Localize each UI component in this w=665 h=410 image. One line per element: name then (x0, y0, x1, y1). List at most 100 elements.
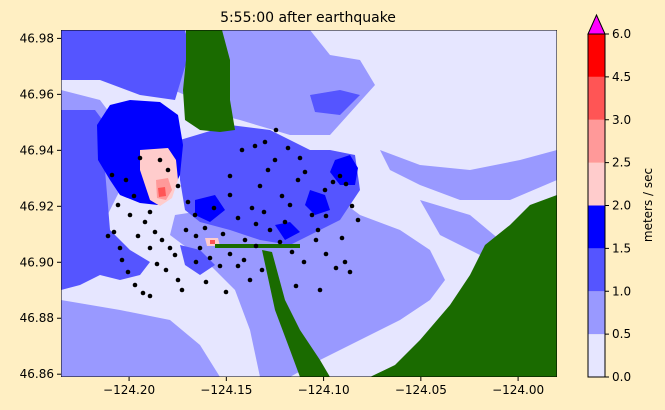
drift-marker (277, 239, 283, 245)
colorbar-segment (588, 205, 605, 249)
drift-marker (239, 147, 245, 153)
drift-marker (261, 209, 267, 215)
speed-band-3.0-4.5 (158, 187, 215, 244)
colorbar-tick-label: 1.5 (612, 241, 631, 255)
colorbar-extend-arrow (587, 13, 606, 35)
colorbar-segment (588, 291, 605, 335)
colorbar-segment (588, 76, 605, 120)
drift-marker (333, 265, 339, 271)
y-tick-label: 46.86 (20, 367, 54, 381)
drift-marker (220, 231, 226, 237)
colorbar: 0.0 0.5 1.0 1.5 2.0 2.5 3.0 4.5 6.0 (587, 13, 631, 384)
drift-marker (301, 259, 307, 265)
drift-marker (265, 167, 271, 173)
x-axis: −124.20 −124.15 −124.10 −124.05 −124.00 (103, 377, 544, 397)
drift-marker (125, 269, 131, 275)
colorbar-segment (588, 119, 605, 163)
land-southeast-hills (370, 195, 557, 377)
plot-area (61, 30, 557, 377)
colorbar-tick-label: 4.5 (612, 70, 631, 84)
land-north-peninsula (183, 30, 235, 132)
drift-marker (175, 277, 181, 283)
drift-marker (235, 215, 241, 221)
drift-marker (154, 261, 160, 267)
drift-marker (192, 212, 198, 218)
x-tick-label: −124.20 (103, 383, 155, 397)
y-tick-label: 46.98 (20, 31, 54, 45)
drift-marker (142, 219, 148, 225)
drift-marker (242, 237, 248, 243)
drift-marker (259, 267, 265, 273)
drift-marker (342, 259, 348, 265)
drift-marker (105, 233, 111, 239)
drift-marker (111, 229, 117, 235)
drift-marker (175, 183, 181, 189)
drift-marker (202, 225, 208, 231)
drift-marker (330, 179, 336, 185)
drift-marker (249, 205, 255, 211)
colorbar-tick-label: 0.0 (612, 370, 631, 384)
y-tick-label: 46.94 (20, 143, 54, 157)
drift-marker (235, 263, 241, 269)
drift-marker (315, 227, 321, 233)
y-tick-label: 46.88 (20, 311, 54, 325)
drift-marker (253, 243, 259, 249)
drift-marker (349, 203, 355, 209)
drift-marker (183, 227, 189, 233)
drift-marker (302, 169, 308, 175)
drift-marker (167, 245, 173, 251)
x-tick-label: −124.05 (395, 383, 447, 397)
drift-marker (123, 177, 129, 183)
colorbar-segment (588, 162, 605, 206)
drift-marker (119, 257, 125, 263)
drift-marker (109, 172, 115, 178)
drift-marker (293, 283, 299, 289)
drift-marker (127, 212, 133, 218)
drift-marker (347, 269, 353, 275)
drift-marker (262, 139, 268, 145)
drift-marker (137, 155, 143, 161)
colorbar-tick-label: 1.0 (612, 284, 631, 298)
drift-marker (211, 205, 217, 211)
drift-marker (117, 245, 123, 251)
drift-marker (323, 213, 329, 219)
drift-marker (257, 183, 263, 189)
colorbar-tick-label: 0.5 (612, 327, 631, 341)
drift-marker (172, 252, 178, 258)
y-tick-label: 46.92 (20, 199, 54, 213)
drift-marker (273, 127, 279, 133)
drift-marker (227, 251, 233, 257)
colorbar-segment (588, 34, 605, 77)
speed-band-2.0-2.5 (140, 148, 220, 246)
drift-marker (317, 287, 323, 293)
chart-title: 5:55:00 after earthquake (220, 10, 396, 26)
drift-marker (227, 192, 233, 198)
drift-marker (337, 173, 343, 179)
drift-marker (131, 193, 137, 199)
drift-marker (193, 259, 199, 265)
drift-marker (152, 229, 158, 235)
drift-marker (323, 251, 329, 257)
colorbar-segment (588, 248, 605, 292)
drift-marker (115, 202, 121, 208)
colorbar-tick-label: 6.0 (612, 27, 631, 41)
drift-marker (252, 143, 258, 149)
drift-marker (135, 233, 141, 239)
drift-marker (207, 255, 213, 261)
drift-marker (193, 233, 199, 239)
land-south-spit (262, 250, 330, 377)
colorbar-segment (588, 334, 605, 377)
x-tick-label: −124.10 (298, 383, 350, 397)
drift-marker (289, 249, 295, 255)
colorbar-tick-label: 3.0 (612, 113, 631, 127)
drift-marker (343, 181, 349, 187)
drift-marker (295, 177, 301, 183)
drift-marker (253, 221, 259, 227)
colorbar-tick-label: 2.0 (612, 199, 631, 213)
drift-marker (355, 217, 361, 223)
drift-marker (272, 157, 278, 163)
drift-marker (227, 173, 233, 179)
drift-marker (140, 290, 146, 296)
drift-marker (157, 157, 163, 163)
